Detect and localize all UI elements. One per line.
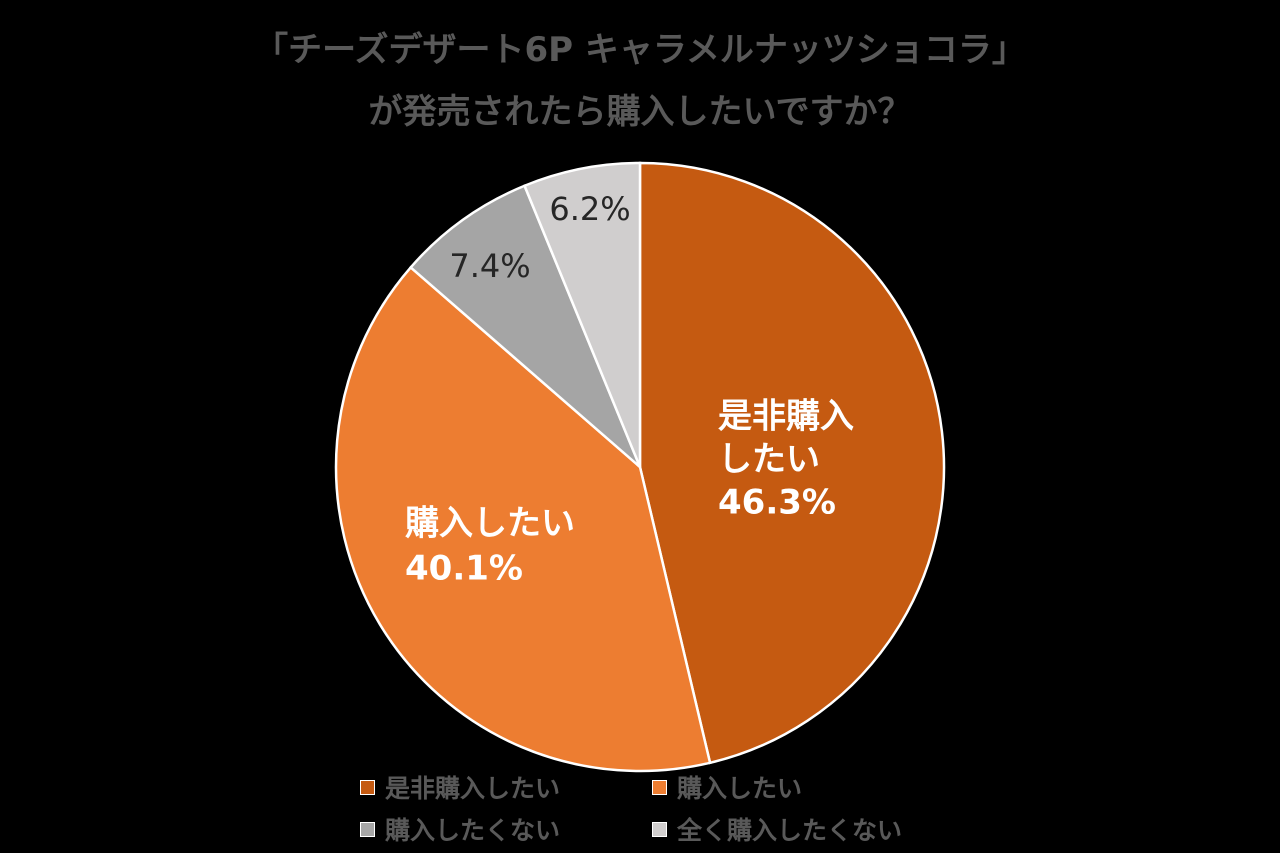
pie-slice-3 bbox=[408, 184, 642, 468]
legend: 是非購入したい 購入したい 購入したくない 全く購入したくない bbox=[360, 770, 980, 846]
legend-swatch-2 bbox=[652, 779, 667, 795]
legend-label-2: 購入したい bbox=[677, 774, 803, 803]
slice-label-1-line-1: 是非購入 bbox=[718, 397, 854, 437]
chart-title-line-1: 「チーズデザート6P キャラメルナッツショコラ」 bbox=[254, 30, 1026, 70]
pie-slice-2 bbox=[334, 265, 712, 773]
legend-label-4: 全く購入したくない bbox=[677, 816, 903, 845]
legend-item-3: 購入したくない bbox=[360, 812, 652, 846]
legend-swatch-4 bbox=[652, 821, 667, 837]
legend-item-4: 全く購入したくない bbox=[652, 812, 952, 846]
legend-swatch-1 bbox=[360, 779, 375, 795]
pie-slice-1 bbox=[638, 161, 946, 765]
legend-swatch-3 bbox=[360, 821, 375, 837]
legend-item-2: 購入したい bbox=[652, 770, 952, 804]
slice-value-label-2: 40.1% bbox=[405, 549, 523, 589]
legend-item-1: 是非購入したい bbox=[360, 770, 652, 804]
legend-label-3: 購入したくない bbox=[385, 816, 561, 845]
legend-label-1: 是非購入したい bbox=[385, 774, 561, 803]
slice-value-label-1: 46.3% bbox=[718, 483, 836, 523]
slice-value-label-3: 7.4% bbox=[449, 247, 530, 285]
chart-title-line-2: が発売されたら購入したいですか？ bbox=[368, 92, 912, 132]
slice-label-2-line-1: 購入したい bbox=[405, 504, 575, 544]
slice-label-1-line-2: したい bbox=[718, 440, 820, 480]
slice-value-label-4: 6.2% bbox=[549, 190, 630, 228]
pie-slice-4 bbox=[522, 161, 642, 468]
